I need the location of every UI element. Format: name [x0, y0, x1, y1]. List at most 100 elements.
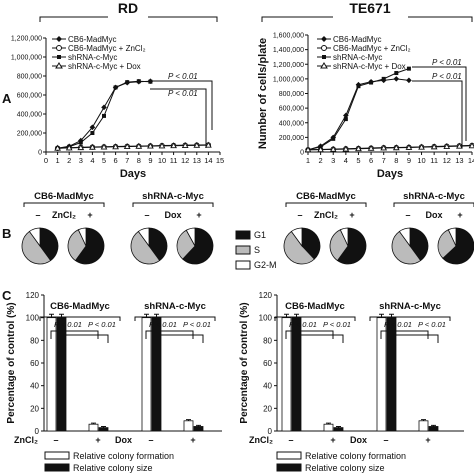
significance-bracket — [150, 88, 207, 148]
panel-label-c: C — [2, 288, 12, 303]
data-point — [406, 77, 412, 84]
error-bar — [196, 424, 201, 427]
data-point — [205, 141, 212, 148]
y-tick-label: 0 — [38, 150, 42, 157]
pie-3-slice-2 — [447, 227, 457, 247]
bar-1-1 — [98, 427, 109, 432]
header-te671: TE671 — [349, 0, 390, 16]
error-bar — [186, 419, 191, 421]
bar-3-0 — [418, 420, 429, 432]
data-point — [468, 142, 474, 149]
series-line-3 — [307, 145, 473, 151]
p-value-label: P < 0.01 — [432, 58, 462, 67]
treatment-plus: + — [196, 210, 201, 220]
y-tick-label: 1,400,000 — [273, 47, 304, 54]
treatment-plus: + — [457, 210, 462, 220]
y-tick-label: 1,000,000 — [273, 76, 304, 83]
bar-group-bracket — [274, 316, 356, 321]
data-point — [181, 142, 189, 148]
significance-bracket — [295, 334, 344, 343]
data-point — [125, 80, 130, 85]
y-axis-label: Percentage of control (%) — [239, 302, 250, 423]
treatment-label: Dox — [164, 210, 181, 220]
bar-group-title: CB6-MadMyc — [50, 301, 110, 312]
pie-0-slice-2 — [28, 227, 41, 248]
pie-group-bracket — [393, 202, 474, 207]
x-tick-label: 14 — [468, 156, 474, 165]
significance-bracket — [412, 80, 463, 148]
x-tick-label: 7 — [125, 156, 129, 165]
data-point — [369, 80, 374, 85]
data-point — [355, 145, 362, 152]
pie-group-bracket — [285, 202, 367, 207]
treatment-minus: – — [383, 435, 388, 445]
treatment-minus: – — [35, 210, 40, 220]
x-tick-label: 3 — [79, 156, 83, 165]
legend-te-swatch-formation — [276, 451, 302, 460]
bar-group-bracket — [369, 316, 451, 321]
y-tick-label: 60 — [263, 359, 272, 368]
data-point — [392, 144, 400, 151]
data-point — [343, 117, 348, 122]
pie-group-title: CB6-MadMyc — [296, 191, 356, 202]
x-tick-label: 10 — [417, 156, 425, 165]
x-tick-label: 12 — [181, 156, 189, 165]
error-bar — [421, 419, 426, 421]
treatment-minus: – — [148, 435, 153, 445]
legend-te-size: Relative colony size — [305, 463, 385, 473]
data-point — [329, 145, 337, 152]
y-tick-label: 120 — [26, 291, 40, 300]
p-value-label: P < 0.01 — [88, 320, 116, 329]
x-tick-label: 5 — [356, 156, 360, 165]
pie-1-slice-0 — [336, 227, 367, 265]
pie-3-slice-0 — [182, 227, 214, 265]
x-tick-label: 2 — [67, 156, 71, 165]
y-tick-label: 600,000 — [279, 106, 304, 113]
pie-group-bracket — [132, 202, 214, 207]
pie-0-slice-2 — [290, 227, 303, 248]
y-tick-label: 0 — [35, 427, 40, 436]
treatment-minus: – — [53, 435, 58, 445]
panel-label-a: A — [2, 91, 12, 106]
legend-te-formation: Relative colony formation — [305, 451, 406, 461]
x-tick-label: 4 — [344, 156, 348, 165]
legend-swatch-size — [44, 463, 70, 472]
data-point — [331, 136, 336, 141]
pie-2-slice-1 — [391, 230, 422, 265]
x-tick-label: 8 — [137, 156, 141, 165]
y-axis-label: Number of cells/plate — [257, 38, 269, 149]
bar-group-title: shRNA-c-Myc — [144, 301, 206, 312]
error-bar — [389, 313, 394, 318]
data-point — [89, 143, 96, 150]
significance-bracket — [390, 334, 439, 343]
data-point — [77, 144, 85, 151]
legend-swatch-formation — [44, 451, 70, 460]
legend-te-swatch-size — [276, 463, 302, 472]
x-tick-label: 7 — [382, 156, 386, 165]
legend-marker-triangle — [55, 62, 63, 69]
pie-0-slice-1 — [283, 230, 315, 265]
error-bar — [59, 313, 64, 318]
y-tick-label: 20 — [263, 404, 272, 413]
data-point — [443, 143, 451, 149]
legend-swatch-g2m — [235, 260, 251, 270]
pie-1-slice-2 — [339, 227, 349, 247]
x-tick-label: 9 — [148, 156, 152, 165]
legend-s: S — [254, 245, 260, 255]
data-point — [65, 144, 73, 151]
bar-1-1 — [333, 427, 344, 432]
pie-2-slice-2 — [137, 227, 150, 248]
legend-te-growth-2: shRNA-c-Myc — [333, 53, 382, 62]
error-bar — [154, 313, 159, 318]
x-tick-label: 3 — [331, 156, 335, 165]
y-tick-label: 1,200,000 — [11, 36, 42, 43]
pie-2-slice-0 — [409, 227, 429, 262]
pie-2-slice-0 — [148, 227, 168, 262]
legend-size: Relative colony size — [73, 463, 153, 473]
x-tick-label: 12 — [443, 156, 451, 165]
treatment-label: ZnCl₂ — [314, 210, 338, 220]
pie-group-title: shRNA-c-Myc — [142, 191, 204, 202]
data-point — [367, 144, 375, 151]
error-bar — [379, 313, 384, 318]
